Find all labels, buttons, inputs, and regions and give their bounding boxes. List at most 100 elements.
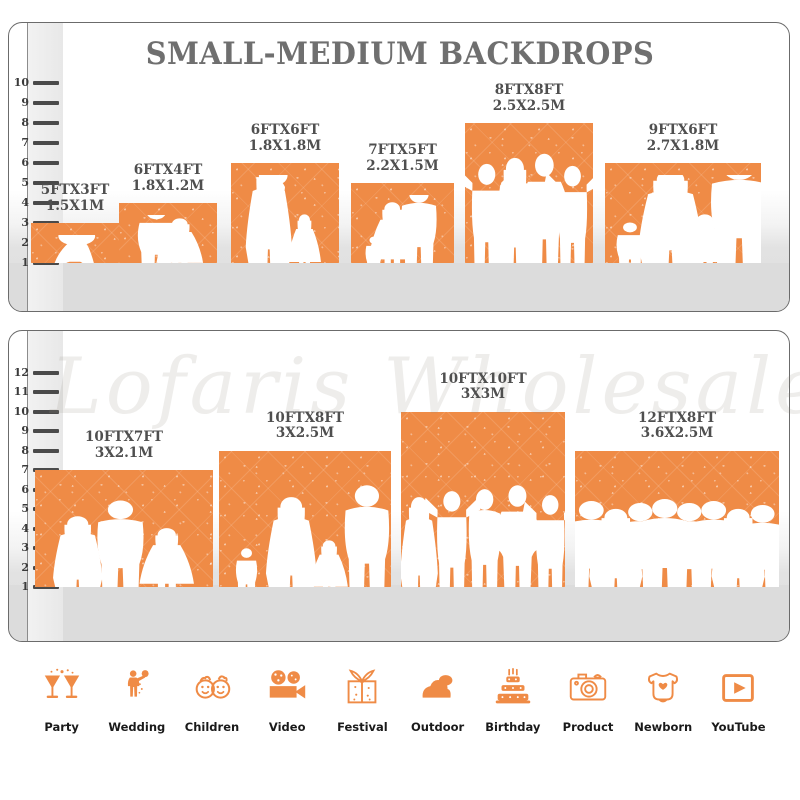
silhouette-group-of-eight-adults bbox=[575, 463, 779, 587]
bar-label-10ftx8ft: 10FTX8FT 3X2.5M bbox=[193, 409, 417, 443]
y-tick-label-10: 10 bbox=[13, 76, 29, 89]
y-tick-9 bbox=[33, 429, 59, 433]
bar-9ftx6ft bbox=[605, 163, 761, 263]
children-icon[interactable] bbox=[184, 660, 240, 716]
icon-label-video: Video bbox=[268, 720, 306, 734]
icon-item-video[interactable]: Video bbox=[250, 660, 325, 734]
chart-panel-large: 1 2 3 4 5 6 7 8 9 10 11 12 10FTX7FT 3X2.1M 10FTX8FT 3… bbox=[8, 330, 790, 642]
y-tick-label-7: 7 bbox=[21, 463, 29, 476]
icon-item-festival[interactable]: Festival bbox=[325, 660, 400, 734]
page-title: SMALL-MEDIUM BACKDROPS bbox=[145, 36, 655, 72]
bar-label-meters: 1.8X1.8M bbox=[248, 137, 322, 154]
usage-icon-strip: Party Wedding Children bbox=[10, 660, 790, 760]
bar-5ftx3ft bbox=[31, 223, 119, 263]
icon-label-birthday: Birthday bbox=[485, 720, 541, 734]
bar-label-12ftx8ft: 12FTX8FT 3.6X2.5M bbox=[549, 409, 789, 443]
bar-label-10ftx7ft: 10FTX7FT 3X2.1M bbox=[9, 429, 239, 462]
icon-item-product[interactable]: Product bbox=[550, 660, 625, 734]
bar-label-feet: 6FTX4FT bbox=[133, 162, 203, 178]
silhouette-group-of-five-adults bbox=[401, 424, 565, 587]
y-tick-label-9: 9 bbox=[21, 424, 29, 437]
y-tick-9 bbox=[33, 101, 59, 105]
y-tick-10 bbox=[33, 81, 59, 85]
y-axis-line-top bbox=[27, 23, 28, 311]
bar-label-meters: 2.5X2.5M bbox=[492, 97, 566, 114]
bar-label-feet: 8FTX8FT bbox=[494, 82, 564, 98]
icon-item-wedding[interactable]: Wedding bbox=[99, 660, 174, 734]
y-tick-8 bbox=[33, 448, 59, 453]
bar-10ftx7ft bbox=[35, 470, 213, 587]
floor-shading-bottom bbox=[9, 585, 789, 641]
bar-label-meters: 2.7X1.8M bbox=[646, 137, 720, 154]
silhouette-baby-crawling bbox=[31, 235, 119, 263]
icon-label-youtube: YouTube bbox=[711, 720, 766, 734]
outdoor-icon[interactable] bbox=[410, 660, 466, 716]
icon-item-children[interactable]: Children bbox=[174, 660, 249, 734]
icon-label-newborn: Newborn bbox=[634, 720, 693, 734]
bar-label-meters: 1.5X1M bbox=[45, 197, 105, 214]
product-icon[interactable] bbox=[560, 660, 616, 716]
icon-label-festival: Festival bbox=[337, 720, 388, 734]
silhouette-family-of-four bbox=[605, 175, 761, 263]
y-tick-label-11: 11 bbox=[13, 385, 29, 398]
bar-6ftx6ft bbox=[231, 163, 339, 263]
bar-label-10ftx10ft: 10FTX10FT 3X3M bbox=[375, 370, 591, 404]
y-tick-label-3: 3 bbox=[21, 216, 29, 229]
y-tick-label-4: 4 bbox=[21, 521, 29, 535]
bar-label-feet: 7FTX5FT bbox=[368, 142, 437, 158]
y-tick-label-7: 7 bbox=[21, 136, 29, 149]
bar-label-feet: 10FTX8FT bbox=[266, 409, 344, 426]
bar-label-meters: 3X3M bbox=[460, 386, 506, 403]
festival-icon[interactable] bbox=[334, 660, 390, 716]
bar-label-feet: 9FTX6FT bbox=[648, 122, 718, 138]
y-tick-4 bbox=[33, 201, 59, 205]
bar-label-meters: 3X2.1M bbox=[94, 444, 154, 461]
y-tick-6 bbox=[33, 161, 59, 165]
birthday-icon[interactable] bbox=[485, 660, 541, 716]
icon-item-youtube[interactable]: YouTube bbox=[701, 660, 776, 734]
y-tick-label-8: 8 bbox=[21, 443, 29, 457]
bar-label-8ftx8ft: 8FTX8FT 2.5X2.5M bbox=[439, 82, 619, 115]
party-icon[interactable] bbox=[34, 660, 90, 716]
silhouette-boy-and-girl bbox=[119, 215, 217, 263]
y-tick-11 bbox=[33, 390, 59, 394]
y-tick-label-9: 9 bbox=[21, 96, 29, 109]
bar-8ftx8ft bbox=[465, 123, 593, 263]
bar-10ftx8ft bbox=[219, 450, 391, 587]
youtube-icon[interactable] bbox=[710, 660, 766, 716]
bar-label-feet: 10FTX10FT bbox=[439, 370, 527, 387]
bar-label-7ftx5ft: 7FTX5FT 2.2X1.5M bbox=[325, 142, 480, 175]
icon-label-product: Product bbox=[562, 720, 614, 734]
bar-7ftx5ft bbox=[351, 183, 454, 263]
icon-item-outdoor[interactable]: Outdoor bbox=[400, 660, 475, 734]
bar-label-5ftx3ft: 5FTX3FT 1.5X1M bbox=[9, 182, 145, 215]
y-tick-label-12: 12 bbox=[13, 365, 29, 379]
icon-item-birthday[interactable]: Birthday bbox=[475, 660, 550, 734]
y-tick-7 bbox=[33, 141, 59, 145]
y-axis-line-bottom bbox=[27, 331, 28, 641]
y-tick-label-3: 3 bbox=[21, 541, 29, 554]
bar-label-meters: 3.6X2.5M bbox=[640, 425, 714, 442]
y-tick-1 bbox=[33, 585, 59, 589]
bar-label-meters: 1.8X1.2M bbox=[131, 177, 205, 194]
y-tick-12 bbox=[33, 370, 59, 375]
y-tick-label-1: 1 bbox=[21, 580, 29, 593]
video-icon[interactable] bbox=[259, 660, 315, 716]
icon-item-party[interactable]: Party bbox=[24, 660, 99, 734]
silhouette-family-of-three bbox=[35, 482, 213, 587]
newborn-icon[interactable] bbox=[635, 660, 691, 716]
y-tick-label-5: 5 bbox=[21, 502, 29, 515]
silhouette-family-of-four bbox=[219, 463, 391, 587]
bar-12ftx8ft bbox=[575, 450, 779, 587]
icon-label-wedding: Wedding bbox=[108, 720, 166, 734]
wedding-icon[interactable] bbox=[109, 660, 165, 716]
icon-item-newborn[interactable]: Newborn bbox=[626, 660, 701, 734]
bar-label-feet: 10FTX7FT bbox=[85, 429, 163, 445]
y-tick-label-5: 5 bbox=[21, 176, 29, 189]
icon-label-party: Party bbox=[44, 720, 79, 734]
y-tick-10 bbox=[33, 409, 59, 414]
y-tick-label-2: 2 bbox=[21, 236, 29, 249]
floor-shading-top bbox=[9, 263, 789, 311]
bar-label-feet: 12FTX8FT bbox=[638, 409, 716, 426]
y-tick-8 bbox=[33, 121, 59, 125]
